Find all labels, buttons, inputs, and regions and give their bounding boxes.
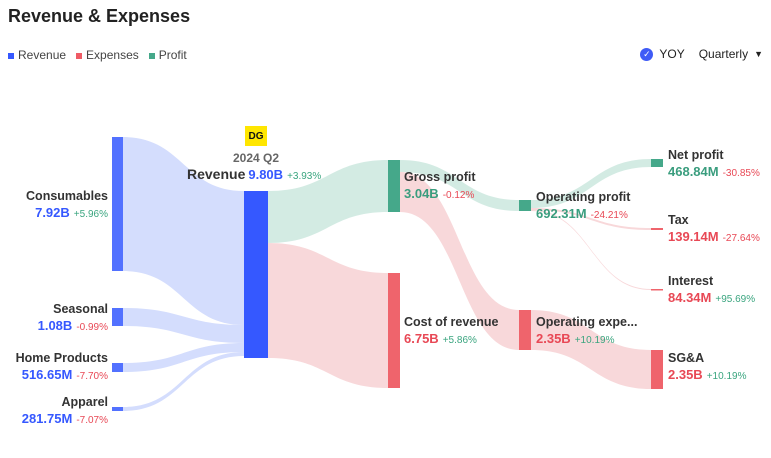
node-name: Operating profit <box>536 190 631 204</box>
node-value: 468.84M -30.85% <box>668 164 760 179</box>
company-logo: DG <box>245 126 267 146</box>
node-name: SG&A <box>668 351 704 365</box>
node-op[interactable] <box>519 200 531 211</box>
legend-revenue[interactable]: Revenue <box>8 48 66 62</box>
flow-apparel-revenue[interactable] <box>123 352 244 411</box>
node-name: Net profit <box>668 148 724 162</box>
node-value: 516.65M -7.70% <box>22 367 108 382</box>
node-name: Gross profit <box>404 170 476 184</box>
node-name: Interest <box>668 274 714 288</box>
node-value: 6.75B +5.86% <box>404 331 477 346</box>
node-cor[interactable] <box>388 273 400 388</box>
legend-label: Profit <box>158 48 187 62</box>
chart-title: Revenue & Expenses <box>8 6 191 26</box>
period-select[interactable]: Quarterly <box>698 47 749 61</box>
legend-expenses[interactable]: Expenses <box>76 48 139 62</box>
legend: Revenue Expenses Profit <box>8 48 187 62</box>
node-name: Apparel <box>61 395 108 409</box>
node-revenue[interactable] <box>244 191 268 358</box>
flow-revenue-gross[interactable] <box>268 160 388 243</box>
legend-profit[interactable]: Profit <box>148 48 187 62</box>
node-value: 2.35B +10.19% <box>668 367 747 382</box>
flow-revenue-cor[interactable] <box>268 243 388 388</box>
node-value: 1.08B -0.99% <box>38 318 108 333</box>
node-net[interactable] <box>651 159 663 167</box>
flow-opex-sga[interactable] <box>531 310 651 389</box>
node-name: Consumables <box>26 189 108 203</box>
node-value: 281.75M -7.07% <box>22 411 108 426</box>
node-value: 3.04B -0.12% <box>404 186 474 201</box>
legend-label: Expenses <box>86 48 139 62</box>
flow-op-interest[interactable] <box>531 210 651 290</box>
node-consumables[interactable] <box>112 137 123 271</box>
period-label: 2024 Q2 <box>233 151 279 165</box>
node-name: Operating expe... <box>536 315 637 329</box>
chevron-down-icon[interactable]: ▼ <box>754 49 763 59</box>
node-seasonal[interactable] <box>112 308 123 326</box>
node-name: Tax <box>668 213 689 227</box>
flow-gross-opex[interactable] <box>400 172 519 350</box>
node-sga[interactable] <box>651 350 663 389</box>
node-name: Seasonal <box>53 302 108 316</box>
node-value: 692.31M -24.21% <box>536 206 628 221</box>
node-home[interactable] <box>112 363 123 372</box>
node-tax[interactable] <box>651 228 663 230</box>
node-value: 84.34M +95.69% <box>668 290 755 305</box>
node-apparel[interactable] <box>112 407 123 411</box>
flow-op-tax[interactable] <box>531 208 651 230</box>
legend-label: Revenue <box>18 48 67 62</box>
node-interest[interactable] <box>651 289 663 291</box>
node-name: Cost of revenue <box>404 315 499 329</box>
node-name: Home Products <box>16 351 108 365</box>
yoy-checkbox-icon[interactable]: ✓ <box>640 47 654 61</box>
flow-op-net[interactable] <box>531 159 651 208</box>
flow-seasonal-revenue[interactable] <box>123 308 244 343</box>
yoy-label[interactable]: YOY <box>659 47 685 61</box>
flow-home-revenue[interactable] <box>123 343 244 372</box>
node-opex[interactable] <box>519 310 531 350</box>
node-label: Revenue 9.80B +3.93% <box>187 166 321 182</box>
node-gross[interactable] <box>388 160 400 212</box>
node-value: 139.14M -27.64% <box>668 229 760 244</box>
flow-gross-op[interactable] <box>400 160 519 211</box>
flow-consumables-revenue[interactable] <box>123 137 244 325</box>
node-value: 2.35B +10.19% <box>536 331 615 346</box>
node-value: 7.92B +5.96% <box>35 205 108 220</box>
